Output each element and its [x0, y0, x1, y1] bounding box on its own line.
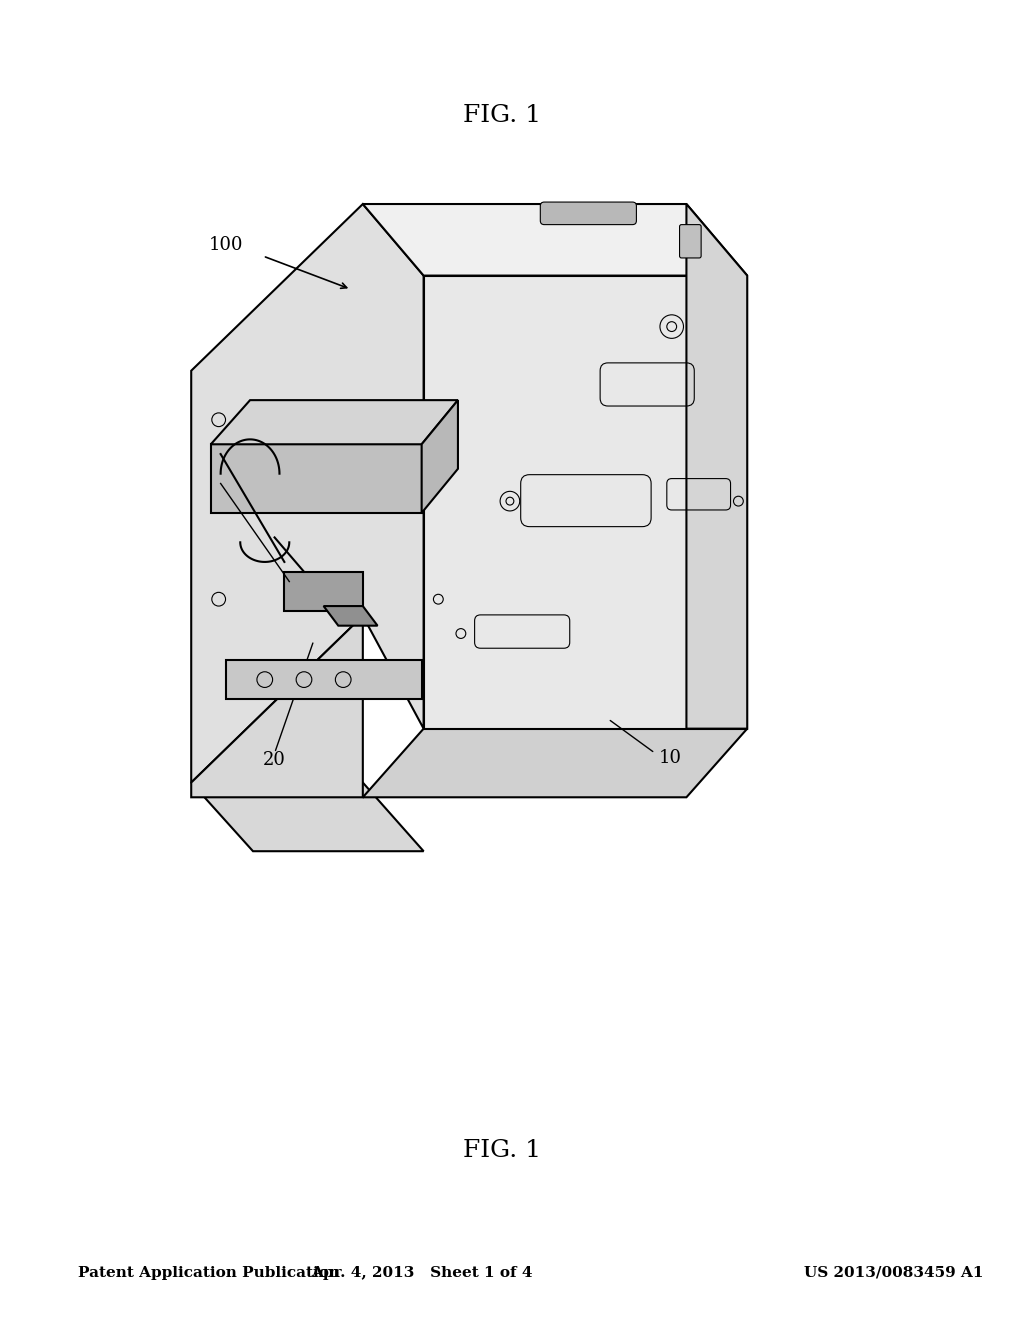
FancyBboxPatch shape [680, 224, 701, 257]
Polygon shape [362, 205, 748, 276]
Text: 100: 100 [209, 236, 243, 255]
Text: FIG. 1: FIG. 1 [463, 104, 541, 127]
Polygon shape [285, 572, 362, 611]
Polygon shape [191, 205, 424, 783]
Polygon shape [211, 400, 458, 445]
Polygon shape [422, 400, 458, 513]
Text: Patent Application Publication: Patent Application Publication [79, 1266, 340, 1280]
Polygon shape [225, 660, 422, 700]
Polygon shape [362, 729, 748, 797]
Text: 20: 20 [263, 751, 286, 770]
Text: FIG. 1: FIG. 1 [463, 1139, 541, 1162]
Polygon shape [191, 783, 424, 851]
Polygon shape [211, 445, 422, 513]
Polygon shape [191, 616, 362, 797]
Text: 10: 10 [659, 748, 682, 767]
Polygon shape [424, 276, 748, 729]
Polygon shape [324, 606, 378, 626]
Text: Apr. 4, 2013   Sheet 1 of 4: Apr. 4, 2013 Sheet 1 of 4 [311, 1266, 532, 1280]
Text: US 2013/0083459 A1: US 2013/0083459 A1 [804, 1266, 984, 1280]
FancyBboxPatch shape [541, 202, 636, 224]
Polygon shape [686, 205, 748, 729]
